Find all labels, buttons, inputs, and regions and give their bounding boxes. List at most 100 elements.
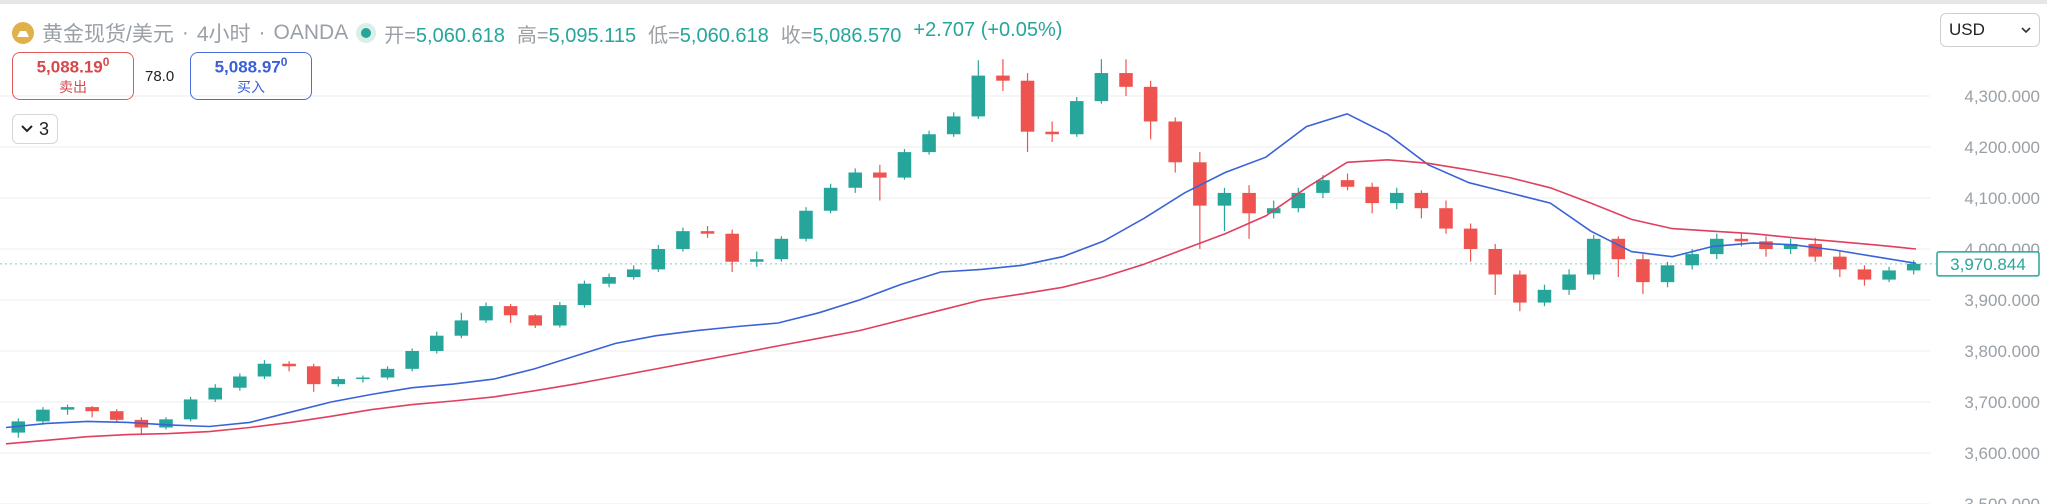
y-tick-label: 4,200.000 xyxy=(1964,138,2040,157)
price-chart[interactable]: 4,300.000 4,200.000 4,100.000 4,000.000 3,90… xyxy=(0,4,2047,504)
ohlc-high: 高=5,095.115 xyxy=(517,19,636,48)
y-tick-label: 3,800.000 xyxy=(1964,342,2040,361)
candle-body xyxy=(503,306,518,316)
ma-slow-line xyxy=(5,158,1917,445)
candle-body xyxy=(257,363,272,377)
last-price-label: 3,970.844 xyxy=(1950,255,2026,274)
candle-body xyxy=(848,172,862,188)
open-value: 5,060.618 xyxy=(415,24,505,47)
candle-body xyxy=(356,377,370,380)
candle-body xyxy=(1882,270,1896,280)
candle-body xyxy=(331,379,346,385)
candle-body xyxy=(380,368,395,378)
last-price-box xyxy=(1936,251,2040,277)
ohlc-open: 开=5,060.618 xyxy=(384,19,505,48)
candle-body xyxy=(183,399,198,420)
interval-label[interactable]: 4小时 xyxy=(196,23,251,46)
candle-body xyxy=(1808,243,1822,257)
candle-body xyxy=(873,172,887,178)
candle-body xyxy=(1340,180,1355,187)
high-value: 5,095.115 xyxy=(548,24,637,47)
change-value: +2.707 (+0.05%) xyxy=(913,18,1063,41)
candle-body xyxy=(233,376,247,388)
indicators-toggle-button[interactable]: 3 xyxy=(12,114,58,144)
candle-body xyxy=(1168,121,1182,163)
sell-price: 5,088.190 xyxy=(36,54,110,77)
y-tick-label: 4,100.000 xyxy=(1964,189,2040,208)
candle-body xyxy=(626,269,641,278)
candle-body xyxy=(1365,186,1379,204)
candle-body xyxy=(1094,73,1109,102)
spread-value: 78.0 xyxy=(145,68,175,85)
indicator-count: 3 xyxy=(38,118,49,139)
ohlc-low: 低=5,060.618 xyxy=(648,19,769,48)
source-label[interactable]: OANDA xyxy=(273,21,349,44)
candle-body xyxy=(1070,101,1084,135)
chart-svg[interactable]: 4,300.0004,200.0004,100.0004,000.0003,90… xyxy=(0,4,2047,504)
sell-button[interactable]: 5,088.190 卖出 xyxy=(12,52,134,100)
candle-body xyxy=(700,231,715,234)
candle-body xyxy=(1537,289,1552,303)
candle-body xyxy=(1513,274,1527,303)
currency-value: USD xyxy=(1949,20,1985,39)
candle-body xyxy=(1242,192,1256,214)
candle-body xyxy=(577,283,592,306)
candle-body xyxy=(405,351,419,369)
candle-body xyxy=(922,134,936,153)
candle-body xyxy=(1193,162,1207,206)
candle-body xyxy=(430,335,444,351)
candle-body xyxy=(1463,228,1478,249)
candle-body xyxy=(282,363,296,367)
candle-body xyxy=(1759,241,1773,249)
candle-body xyxy=(799,210,813,239)
low-value: 5,060.618 xyxy=(679,24,769,47)
candle-body xyxy=(208,387,222,400)
y-tick-label: 3,700.000 xyxy=(1964,393,2040,412)
candle-body xyxy=(651,249,666,270)
candle-body xyxy=(85,407,99,412)
separator: · xyxy=(181,21,189,44)
buy-price: 5,088.970 xyxy=(214,54,288,77)
candle-body xyxy=(1119,73,1133,87)
symbol-name[interactable]: 黄金现货/美元 xyxy=(42,23,174,46)
low-label: 低= xyxy=(648,24,680,47)
sell-label: 卖出 xyxy=(59,79,87,96)
candle-body xyxy=(1143,86,1158,122)
chevron-down-icon xyxy=(2021,26,2031,33)
candle-body xyxy=(1586,238,1601,275)
ma-fast-line xyxy=(5,112,1917,429)
candle-body xyxy=(725,233,739,262)
gold-symbol-icon[interactable] xyxy=(12,22,34,44)
buy-label: 买入 xyxy=(237,79,265,96)
currency-select[interactable]: USD xyxy=(1940,13,2040,47)
candle-body xyxy=(1906,263,1921,271)
candle-body xyxy=(306,366,321,385)
candle-body xyxy=(1045,131,1059,135)
candle-body xyxy=(1660,265,1675,283)
market-status-icon xyxy=(356,23,377,43)
candle-body xyxy=(897,152,912,178)
candle-body xyxy=(1217,192,1232,206)
buy-button[interactable]: 5,088.970 买入 xyxy=(190,52,312,100)
candle-body xyxy=(1439,208,1453,229)
candle-body xyxy=(823,187,838,211)
candle-body xyxy=(1833,256,1847,270)
y-tick-label: 3,500.000 xyxy=(1964,495,2040,504)
candle-body xyxy=(110,411,124,420)
high-label: 高= xyxy=(516,24,549,47)
close-label: 收= xyxy=(780,24,813,47)
y-tick-label: 4,300.000 xyxy=(1964,87,2040,106)
candle-body xyxy=(1734,238,1749,242)
candle-body xyxy=(553,305,567,326)
candle-body xyxy=(946,116,961,135)
y-tick-label: 3,900.000 xyxy=(1964,291,2040,310)
candle-body xyxy=(159,419,173,428)
candle-body xyxy=(1783,243,1798,249)
symbol-legend: 黄金现货/美元 · 4小时 · OANDA 开=5,060.618 高=5,09… xyxy=(12,18,1062,48)
candle-body xyxy=(1857,269,1872,280)
ohlc-values: 开=5,060.618 高=5,095.115 低=5,060.618 收=5,… xyxy=(384,19,1062,48)
separator: · xyxy=(258,21,266,44)
candle-body xyxy=(1414,192,1429,209)
close-value: 5,086.570 xyxy=(812,24,902,47)
top-border xyxy=(0,0,2047,4)
